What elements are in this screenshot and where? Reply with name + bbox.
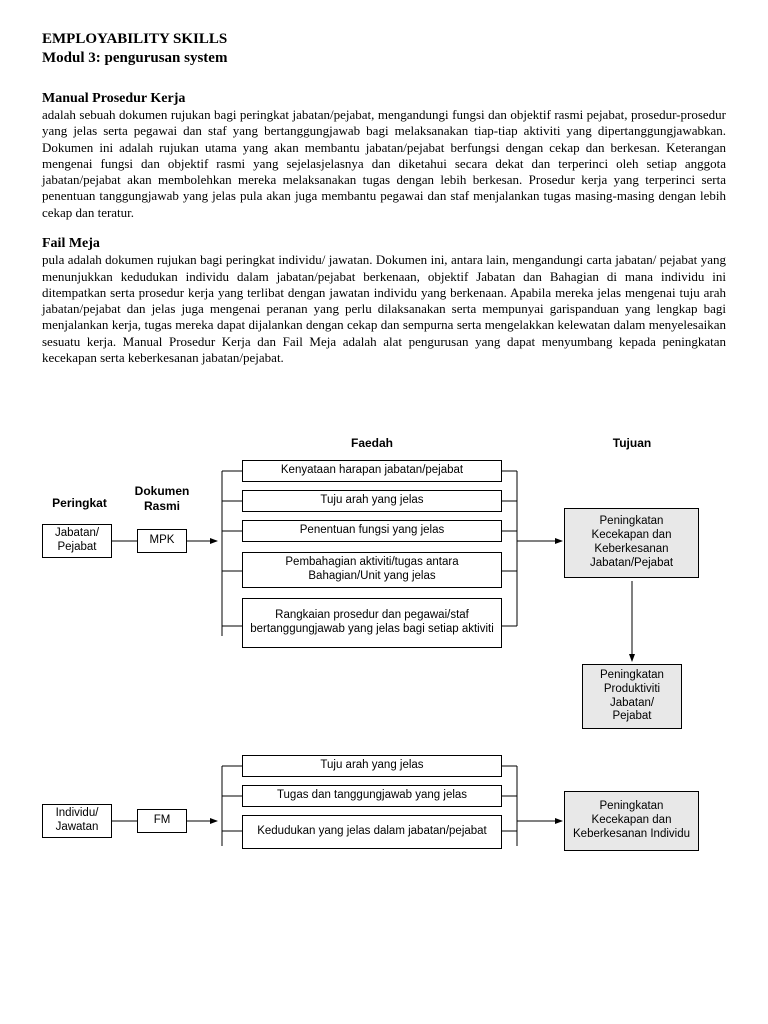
doc-subtitle: Modul 3: pengurusan system (42, 49, 726, 68)
doc-title: EMPLOYABILITY SKILLS (42, 30, 726, 49)
box-level-top: Jabatan/ Pejabat (42, 524, 112, 558)
col-tujuan: Tujuan (577, 436, 687, 451)
box-faedah-bot-0: Tuju arah yang jelas (242, 755, 502, 777)
box-doc-top: MPK (137, 529, 187, 553)
box-faedah-top-1: Tuju arah yang jelas (242, 490, 502, 512)
col-peringkat: Peringkat (42, 496, 117, 511)
box-faedah-bot-2: Kedudukan yang jelas dalam jabatan/pejab… (242, 815, 502, 849)
section2-body: pula adalah dokumen rujukan bagi peringk… (42, 252, 726, 366)
box-level-bottom: Individu/ Jawatan (42, 804, 112, 838)
box-faedah-bot-1: Tugas dan tanggungjawab yang jelas (242, 785, 502, 807)
flow-diagram: Peringkat Dokumen Rasmi Faedah Tujuan Ja… (42, 426, 726, 846)
col-faedah: Faedah (302, 436, 442, 451)
box-faedah-top-0: Kenyataan harapan jabatan/pejabat (242, 460, 502, 482)
section1-body: adalah sebuah dokumen rujukan bagi perin… (42, 107, 726, 221)
col-dokumen: Dokumen Rasmi (127, 484, 197, 514)
box-doc-bottom: FM (137, 809, 187, 833)
box-tujuan-mid: Peningkatan Produktiviti Jabatan/ Pejaba… (582, 664, 682, 729)
box-faedah-top-4: Rangkaian prosedur dan pegawai/staf bert… (242, 598, 502, 648)
section2-heading: Fail Meja (42, 235, 726, 253)
box-tujuan-bottom: Peningkatan Kecekapan dan Keberkesanan I… (564, 791, 699, 851)
box-tujuan-top: Peningkatan Kecekapan dan Keberkesanan J… (564, 508, 699, 578)
section1-heading: Manual Prosedur Kerja (42, 90, 726, 108)
box-faedah-top-2: Penentuan fungsi yang jelas (242, 520, 502, 542)
box-faedah-top-3: Pembahagian aktiviti/tugas antara Bahagi… (242, 552, 502, 588)
